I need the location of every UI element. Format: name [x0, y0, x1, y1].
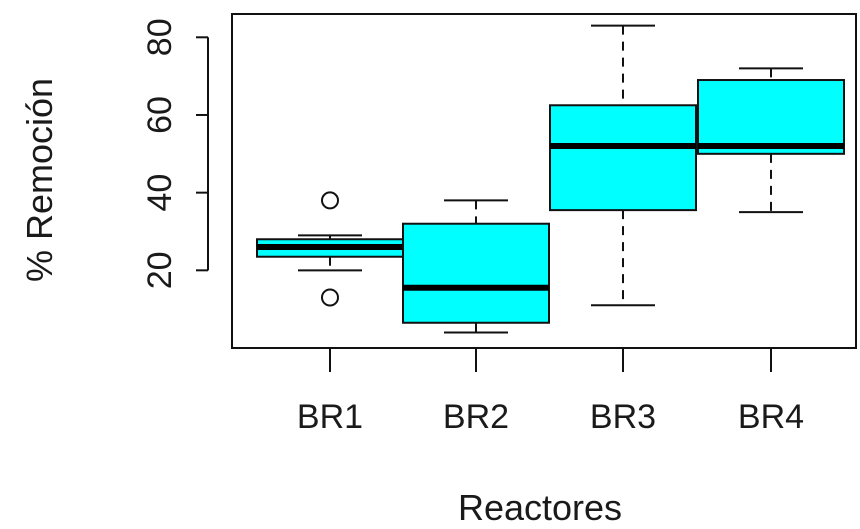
y-tick-label-80: 80 [141, 18, 179, 56]
plot-frame [231, 13, 857, 349]
outlier-point [321, 191, 339, 210]
box-br2 [402, 199, 550, 334]
x-axis: BR1 BR2 BR3 BR4 [297, 348, 804, 436]
y-tick-label-60: 60 [141, 96, 179, 134]
boxes-layer [256, 24, 845, 334]
box-br3 [549, 24, 697, 307]
box-body [549, 104, 697, 212]
y-tick-label-20: 20 [141, 251, 179, 289]
box-body [402, 222, 550, 324]
box-br4 [697, 67, 845, 214]
y-axis: 20 40 60 80 [141, 18, 209, 289]
x-tick-label-br4: BR4 [738, 398, 804, 436]
x-tick-label-br1: BR1 [297, 398, 363, 436]
x-axis-title: Reactores [458, 487, 622, 528]
box-body [697, 79, 845, 155]
outlier-point [321, 288, 339, 307]
x-tick-label-br2: BR2 [443, 398, 509, 436]
box-br1 [256, 191, 404, 307]
y-tick-label-40: 40 [141, 174, 179, 212]
y-axis-title: % Remoción [19, 78, 60, 282]
x-tick-label-br3: BR3 [590, 398, 656, 436]
